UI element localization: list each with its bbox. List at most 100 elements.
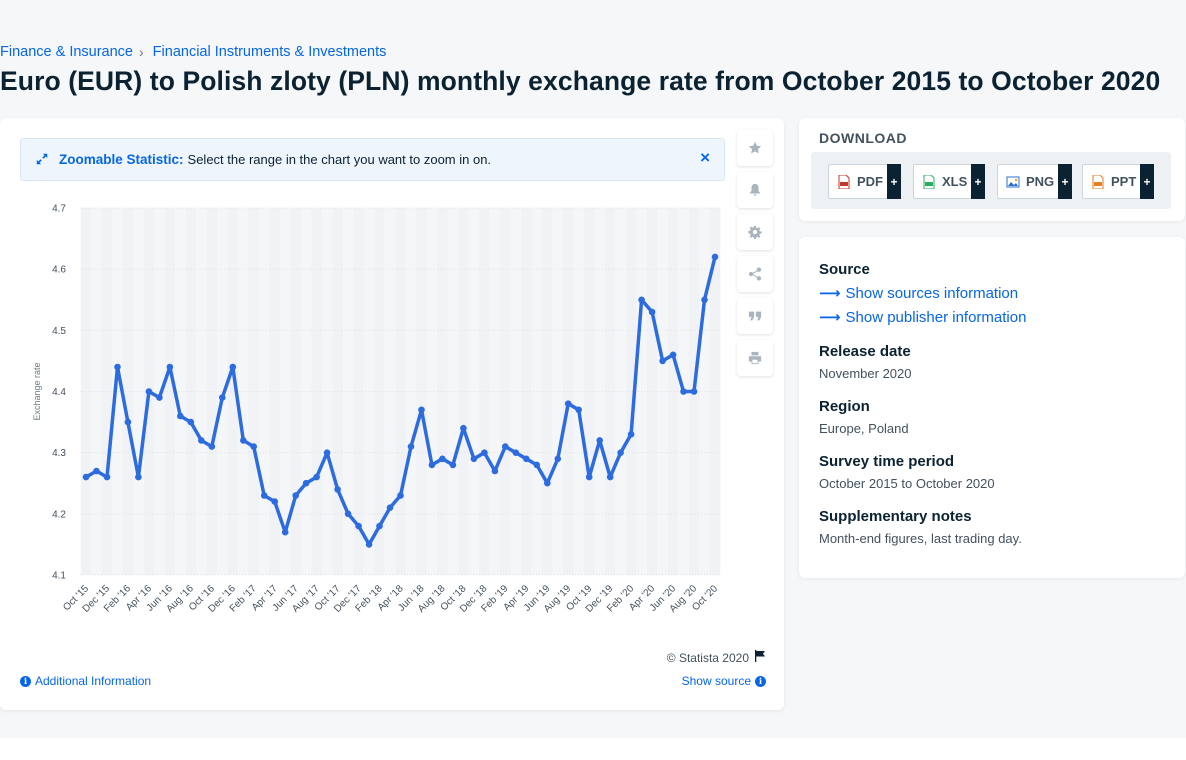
- footer-strip: [0, 738, 1186, 760]
- data-point: [198, 437, 205, 444]
- chart-band: [91, 208, 102, 575]
- show-publisher-link[interactable]: ⟶ Show publisher information: [819, 308, 1026, 327]
- arrow-right-icon: ⟶: [819, 309, 841, 326]
- chart-band: [646, 208, 658, 575]
- chart-card: Zoomable Statistic: Select the range in …: [0, 118, 784, 710]
- data-point: [219, 394, 226, 401]
- data-point: [627, 431, 635, 438]
- chart-band: [133, 208, 144, 575]
- show-sources-link[interactable]: ⟶ Show sources information: [819, 284, 1018, 303]
- data-point: [701, 296, 708, 304]
- chart-band: [227, 208, 238, 575]
- data-point: [250, 443, 257, 450]
- download-ppt-button[interactable]: PPT +: [1082, 164, 1154, 199]
- chart-band: [479, 208, 490, 575]
- share-icon: [748, 267, 762, 281]
- chart-band: [290, 208, 301, 575]
- data-point: [313, 473, 320, 481]
- chart-band: [321, 208, 333, 575]
- settings-button[interactable]: [737, 214, 773, 250]
- data-point: [648, 308, 656, 316]
- ppt-icon: [1091, 174, 1105, 189]
- notification-button[interactable]: [737, 172, 773, 208]
- chart-band: [196, 208, 207, 575]
- download-png-button[interactable]: PNG +: [997, 164, 1072, 199]
- chart-band: [332, 208, 343, 575]
- plus-icon: +: [887, 164, 901, 199]
- data-point: [135, 473, 142, 481]
- download-title: DOWNLOAD: [819, 130, 907, 146]
- chart-band: [363, 208, 375, 575]
- print-icon: [748, 351, 762, 365]
- close-icon[interactable]: ×: [700, 148, 710, 167]
- data-point: [449, 461, 457, 469]
- credit-text: © Statista 2020: [666, 650, 749, 665]
- chart-band: [542, 208, 553, 575]
- breadcrumb-finance-insurance[interactable]: Finance & Insurance: [0, 44, 133, 60]
- survey-period-value: October 2015 to October 2020: [819, 476, 995, 491]
- chart-toolbar: [737, 130, 773, 382]
- chart-band: [300, 208, 312, 575]
- chart-band: [101, 208, 113, 575]
- star-icon: [748, 141, 762, 154]
- quote-icon: [748, 311, 762, 321]
- data-point: [103, 473, 111, 481]
- y-axis-label: Exchange rate: [32, 362, 42, 420]
- data-point: [177, 412, 184, 420]
- data-point: [481, 449, 488, 457]
- chart-band: [112, 208, 123, 575]
- download-buttons: PDF + XLS + PNG + PPT +: [811, 152, 1171, 209]
- info-icon: i: [755, 675, 766, 687]
- download-pdf-label: PDF: [857, 174, 883, 189]
- data-point: [93, 467, 100, 475]
- data-point: [260, 492, 268, 499]
- chart-band: [217, 208, 228, 575]
- data-point: [323, 449, 331, 457]
- download-xls-button[interactable]: XLS +: [913, 164, 985, 199]
- source-heading: Source: [819, 261, 870, 278]
- chart-band: [185, 208, 197, 575]
- additional-information-link[interactable]: i Additional Information: [20, 674, 151, 688]
- data-point: [302, 479, 310, 487]
- region-heading: Region: [819, 398, 870, 415]
- expand-icon: [35, 152, 51, 168]
- y-tick-label: 4.4: [52, 387, 66, 398]
- print-button[interactable]: [737, 340, 773, 376]
- data-point: [166, 363, 174, 371]
- flag-icon[interactable]: [754, 650, 766, 665]
- data-point: [564, 400, 572, 408]
- info-icon: i: [20, 675, 31, 687]
- zoom-banner-text: Select the range in the chart you want t…: [187, 152, 492, 167]
- data-point: [533, 461, 541, 469]
- download-card: DOWNLOAD PDF + XLS + PNG + PPT +: [799, 118, 1185, 221]
- chart-band: [311, 208, 322, 575]
- chart-band: [353, 208, 364, 575]
- region-value: Europe, Poland: [819, 421, 909, 436]
- breadcrumb-financial-instruments[interactable]: Financial Instruments & Investments: [152, 44, 387, 60]
- data-point: [439, 455, 446, 463]
- chart-band: [175, 208, 186, 575]
- data-point: [491, 467, 499, 475]
- breadcrumb-separator-icon: ›: [139, 44, 144, 60]
- data-point: [470, 455, 478, 463]
- y-tick-label: 4.1: [52, 571, 66, 582]
- data-point: [669, 351, 677, 359]
- data-point: [240, 437, 247, 444]
- data-point: [554, 455, 562, 463]
- download-pdf-button[interactable]: PDF +: [828, 164, 901, 199]
- data-point: [596, 437, 603, 444]
- data-point: [680, 388, 687, 395]
- favorite-button[interactable]: [737, 130, 773, 166]
- data-point: [114, 363, 121, 371]
- show-source-link[interactable]: Show source i: [682, 674, 766, 688]
- data-point: [82, 473, 90, 481]
- statista-credit: © Statista 2020: [667, 650, 766, 665]
- data-point: [271, 498, 279, 505]
- share-button[interactable]: [737, 256, 773, 292]
- cite-button[interactable]: [737, 298, 773, 334]
- y-tick-label: 4.3: [52, 448, 66, 459]
- data-point: [502, 443, 509, 450]
- data-point: [418, 406, 425, 414]
- chart-band: [458, 208, 469, 575]
